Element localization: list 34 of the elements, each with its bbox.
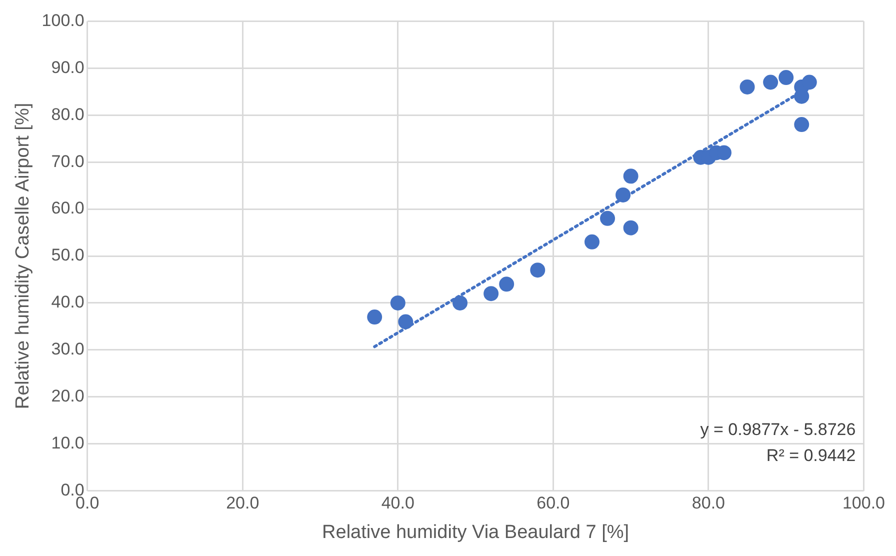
x-tick-label: 100.0	[842, 494, 886, 513]
point	[763, 74, 778, 90]
point	[794, 117, 810, 132]
point	[802, 74, 817, 90]
annotation: y = 0.9877x - 5.8726	[700, 420, 856, 439]
point	[623, 220, 638, 236]
y-tick-label: 10.0	[51, 434, 84, 453]
y-tick-label: 30.0	[51, 340, 84, 359]
y-tick-label: 20.0	[51, 386, 84, 406]
point	[367, 310, 382, 325]
point	[600, 210, 616, 226]
point	[530, 262, 546, 278]
y-tick-label: 50.0	[51, 246, 84, 265]
point	[484, 286, 499, 302]
x-tick-label: 20.0	[226, 494, 260, 513]
point	[740, 79, 755, 94]
x-tick-label: 60.0	[536, 494, 570, 513]
y-tick-label: 40.0	[51, 292, 84, 312]
y-tick-label: 100.0	[42, 10, 84, 30]
y-tick-label: 90.0	[51, 58, 84, 77]
y-axis-title: Relative humidity Caselle Airport [%]	[12, 102, 34, 410]
y-tick-label: 70.0	[51, 152, 84, 171]
point	[584, 234, 600, 250]
y-tick-label: 60.0	[51, 198, 84, 218]
x-tick-label: 40.0	[381, 494, 414, 513]
point	[623, 168, 638, 184]
point	[778, 70, 794, 86]
annotation: R² = 0.9442	[766, 446, 856, 465]
x-axis-title: Relative humidity Via Beaulard 7 [%]	[322, 522, 630, 543]
point	[499, 276, 514, 292]
point	[452, 295, 468, 310]
y-tick-label: 80.0	[51, 104, 84, 124]
point	[390, 295, 406, 310]
x-tick-label: 80.0	[692, 494, 725, 513]
